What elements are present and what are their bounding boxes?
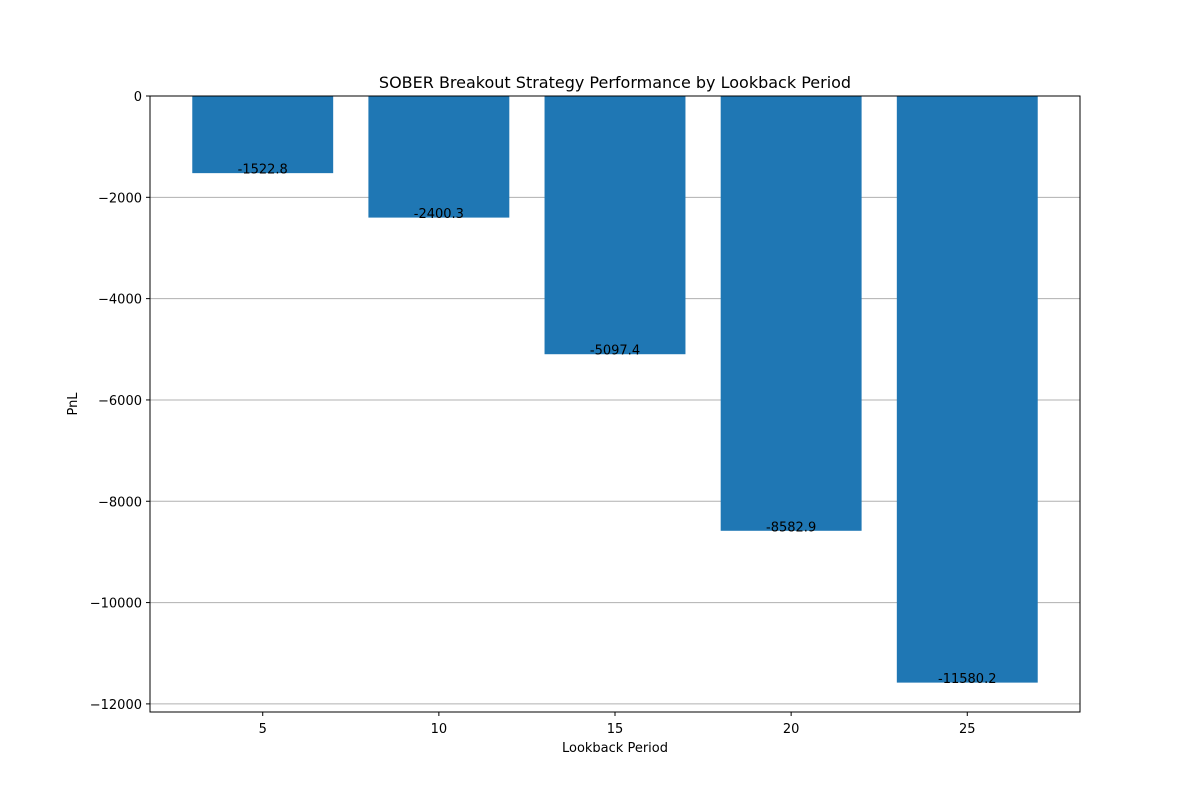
y-tick-label: −6000 (98, 394, 142, 409)
bar (544, 96, 686, 355)
y-axis: 0 −2000 −4000 −6000 −8000 −10000 −12000 (90, 90, 150, 713)
bar (720, 96, 862, 531)
x-tick-label: 5 (259, 722, 267, 737)
bars (192, 96, 1038, 683)
x-axis-label: Lookback Period (562, 741, 668, 756)
bar-value-label: -11580.2 (938, 672, 996, 687)
x-tick-label: 20 (783, 722, 800, 737)
y-tick-label: −12000 (90, 698, 142, 713)
y-tick-label: −4000 (98, 293, 142, 308)
y-tick-label: 0 (134, 90, 142, 105)
x-axis: 5 10 15 20 25 (259, 712, 976, 737)
bar-value-label: -8582.9 (766, 520, 816, 535)
bar (896, 96, 1038, 683)
bar (192, 96, 334, 174)
bar-value-label: -5097.4 (590, 344, 640, 359)
bar-value-label: -1522.8 (238, 163, 288, 178)
y-tick-label: −2000 (98, 191, 142, 206)
x-tick-label: 10 (431, 722, 448, 737)
x-tick-label: 25 (959, 722, 976, 737)
bar-labels: -1522.8 -2400.3 -5097.4 -8582.9 -11580.2 (238, 163, 997, 687)
x-tick-label: 15 (607, 722, 624, 737)
bar (368, 96, 510, 218)
y-tick-label: −10000 (90, 597, 142, 612)
y-axis-label: PnL (66, 392, 81, 416)
bar-value-label: -2400.3 (414, 207, 464, 222)
y-tick-label: −8000 (98, 495, 142, 510)
chart-title: SOBER Breakout Strategy Performance by L… (379, 73, 851, 92)
